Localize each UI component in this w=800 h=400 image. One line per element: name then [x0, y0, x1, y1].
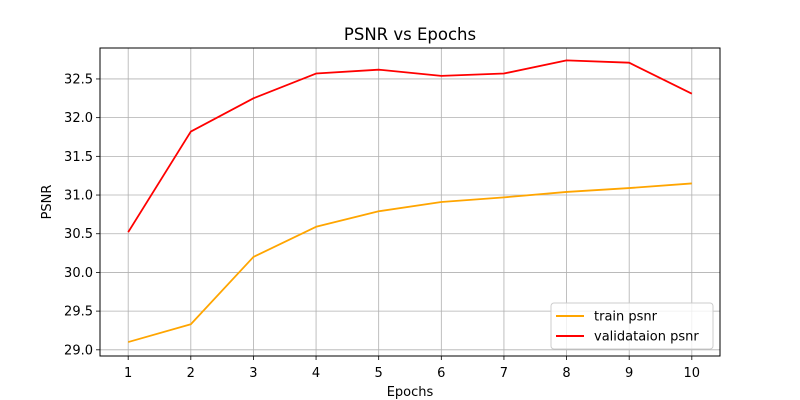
y-axis-ticks: 29.0 29.5 30.0 30.5 31.0 31.5 32.0 32.5: [64, 72, 100, 358]
series-line-0: [127, 182, 692, 343]
y-tick-label: 31.0: [64, 189, 93, 204]
x-tick-label: 7: [500, 366, 508, 381]
legend-box: [550, 302, 714, 350]
y-tick-label: 29.0: [64, 343, 93, 358]
x-tick-label: 4: [312, 366, 320, 381]
x-tick-label: 5: [375, 366, 383, 381]
x-axis-ticks: 1 2 3 4 5 6 7 8 9 10: [124, 356, 700, 381]
legend-label-validation: validataion psnr: [594, 330, 699, 345]
y-tick-label: 30.0: [64, 266, 93, 281]
x-tick-label: 1: [124, 366, 132, 381]
x-tick-label: 8: [562, 366, 570, 381]
y-axis-label: PSNR: [40, 185, 55, 220]
series-lines: [127, 59, 693, 343]
y-tick-label: 31.5: [64, 150, 93, 165]
x-tick-label: 9: [625, 366, 633, 381]
x-tick-label: 6: [437, 366, 445, 381]
y-tick-label: 32.5: [64, 72, 93, 87]
x-tick-label: 10: [684, 366, 701, 381]
y-tick-label: 30.5: [64, 227, 93, 242]
legend-label-train: train psnr: [594, 310, 658, 325]
y-tick-label: 32.0: [64, 111, 93, 126]
plot-area-frame: [99, 47, 721, 357]
x-tick-label: 3: [249, 366, 257, 381]
series-line-1: [127, 59, 693, 233]
y-tick-label: 29.5: [64, 305, 93, 320]
x-axis-label: Epochs: [387, 385, 434, 400]
x-tick-label: 2: [187, 366, 195, 381]
chart-title: PSNR vs Epochs: [344, 25, 476, 44]
chart-legend: train psnr validataion psnr: [550, 302, 714, 350]
